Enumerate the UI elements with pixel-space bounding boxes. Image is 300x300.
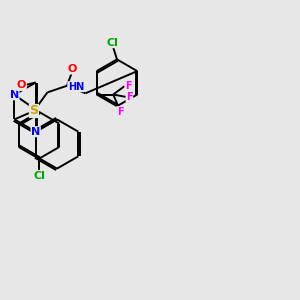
Text: O: O bbox=[68, 64, 77, 74]
Text: O: O bbox=[17, 80, 26, 91]
Text: Cl: Cl bbox=[33, 170, 45, 181]
Text: S: S bbox=[29, 104, 38, 118]
Text: F: F bbox=[117, 106, 123, 117]
Text: N: N bbox=[10, 90, 19, 100]
Text: HN: HN bbox=[68, 82, 84, 92]
Text: F: F bbox=[126, 92, 133, 102]
Text: F: F bbox=[125, 81, 131, 91]
Text: N: N bbox=[31, 127, 40, 137]
Text: Cl: Cl bbox=[106, 38, 119, 48]
